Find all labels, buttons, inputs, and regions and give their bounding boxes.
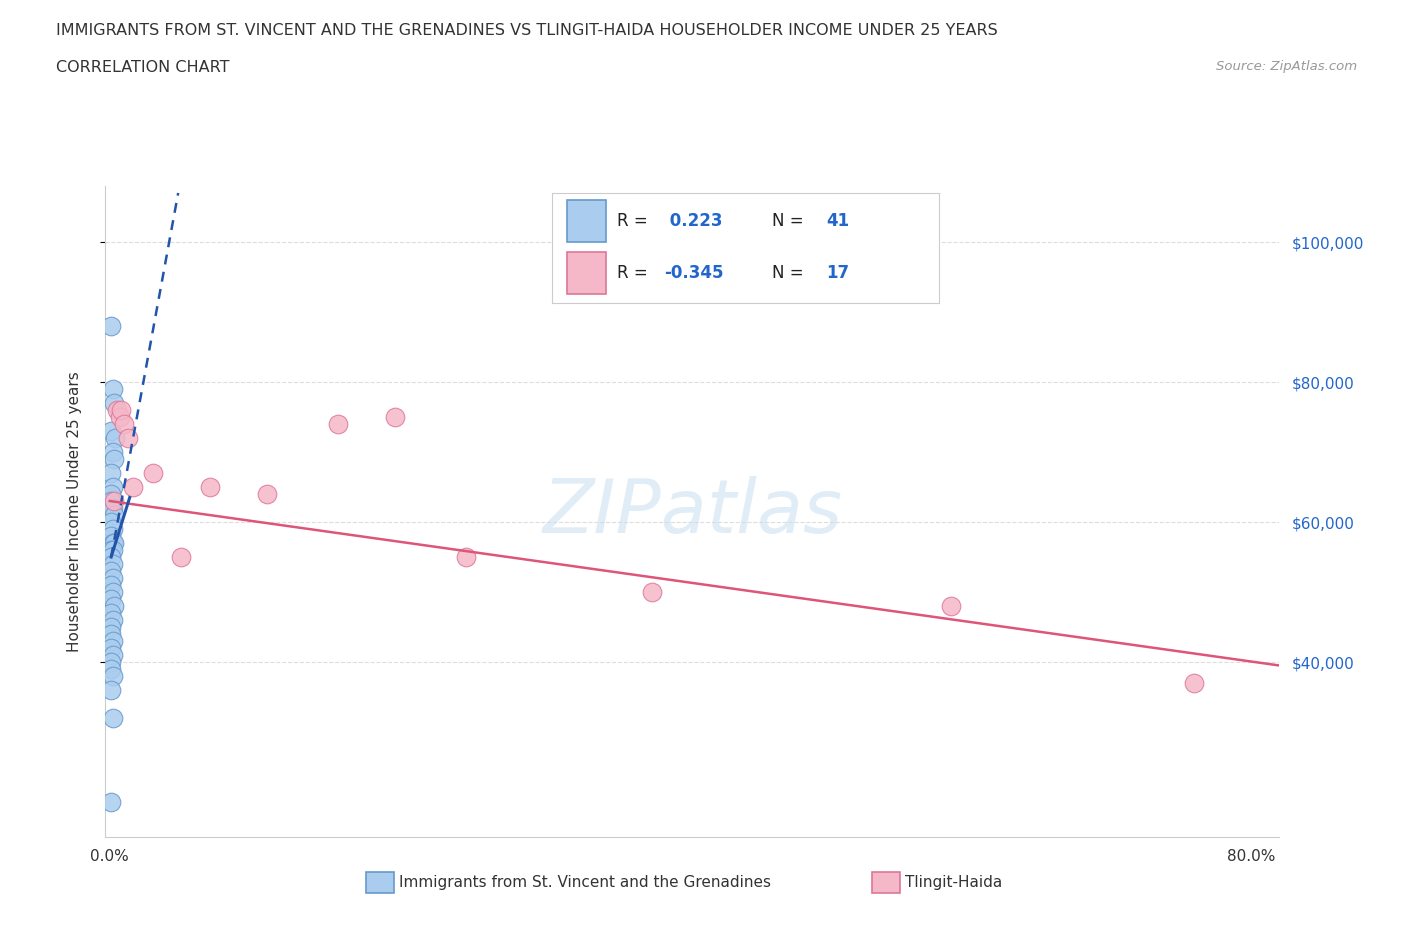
Point: [101, 480, 124, 495]
Point: [100, 423, 122, 438]
Point: [103, 599, 125, 614]
Point: [101, 556, 124, 571]
Text: Tlingit-Haida: Tlingit-Haida: [905, 875, 1002, 890]
Point: [101, 669, 124, 684]
Point: [100, 486, 122, 501]
Point: [100, 605, 122, 620]
Text: Immigrants from St. Vincent and the Grenadines: Immigrants from St. Vincent and the Gren…: [399, 875, 772, 890]
Point: [103, 508, 125, 523]
Text: Source: ZipAtlas.com: Source: ZipAtlas.com: [1216, 60, 1357, 73]
Point: [100, 578, 122, 592]
Point: [198, 480, 221, 495]
Y-axis label: Householder Income Under 25 years: Householder Income Under 25 years: [67, 371, 82, 652]
Text: IMMIGRANTS FROM ST. VINCENT AND THE GRENADINES VS TLINGIT-HAIDA HOUSEHOLDER INCO: IMMIGRANTS FROM ST. VINCENT AND THE GREN…: [56, 23, 998, 38]
Point: [100, 641, 122, 656]
Point: [101, 571, 124, 586]
Point: [103, 452, 125, 467]
Point: [100, 494, 122, 509]
Point: [101, 647, 124, 662]
Point: [100, 466, 122, 481]
Point: [100, 627, 122, 642]
Point: [100, 655, 122, 670]
Point: [101, 522, 124, 537]
Text: ZIPatlas: ZIPatlas: [543, 475, 842, 548]
Point: [105, 403, 128, 418]
Point: [121, 480, 143, 495]
Point: [101, 711, 124, 725]
Point: [101, 542, 124, 557]
Point: [104, 431, 127, 445]
Point: [100, 319, 122, 334]
Point: [101, 445, 124, 459]
Point: [100, 514, 122, 529]
Point: [100, 550, 122, 565]
Point: [117, 431, 139, 445]
Point: [1182, 675, 1205, 690]
Point: [326, 417, 349, 432]
Point: [100, 619, 122, 634]
Point: [101, 500, 124, 515]
Point: [101, 613, 124, 628]
Point: [101, 381, 124, 396]
Point: [112, 417, 135, 432]
Point: [456, 550, 478, 565]
Point: [100, 528, 122, 543]
Point: [141, 466, 163, 481]
Point: [256, 486, 278, 501]
Point: [110, 403, 132, 418]
Point: [101, 585, 124, 600]
Point: [103, 395, 125, 410]
Point: [108, 409, 131, 424]
Point: [100, 591, 122, 606]
Point: [170, 550, 193, 565]
Point: [103, 536, 125, 551]
Point: [101, 633, 124, 648]
Point: [941, 599, 963, 614]
Point: [100, 794, 122, 809]
Point: [100, 542, 122, 557]
Point: [101, 536, 124, 551]
Point: [641, 585, 664, 600]
Point: [103, 494, 125, 509]
Point: [100, 683, 122, 698]
Text: CORRELATION CHART: CORRELATION CHART: [56, 60, 229, 75]
Point: [100, 564, 122, 578]
Point: [384, 409, 406, 424]
Point: [100, 661, 122, 676]
